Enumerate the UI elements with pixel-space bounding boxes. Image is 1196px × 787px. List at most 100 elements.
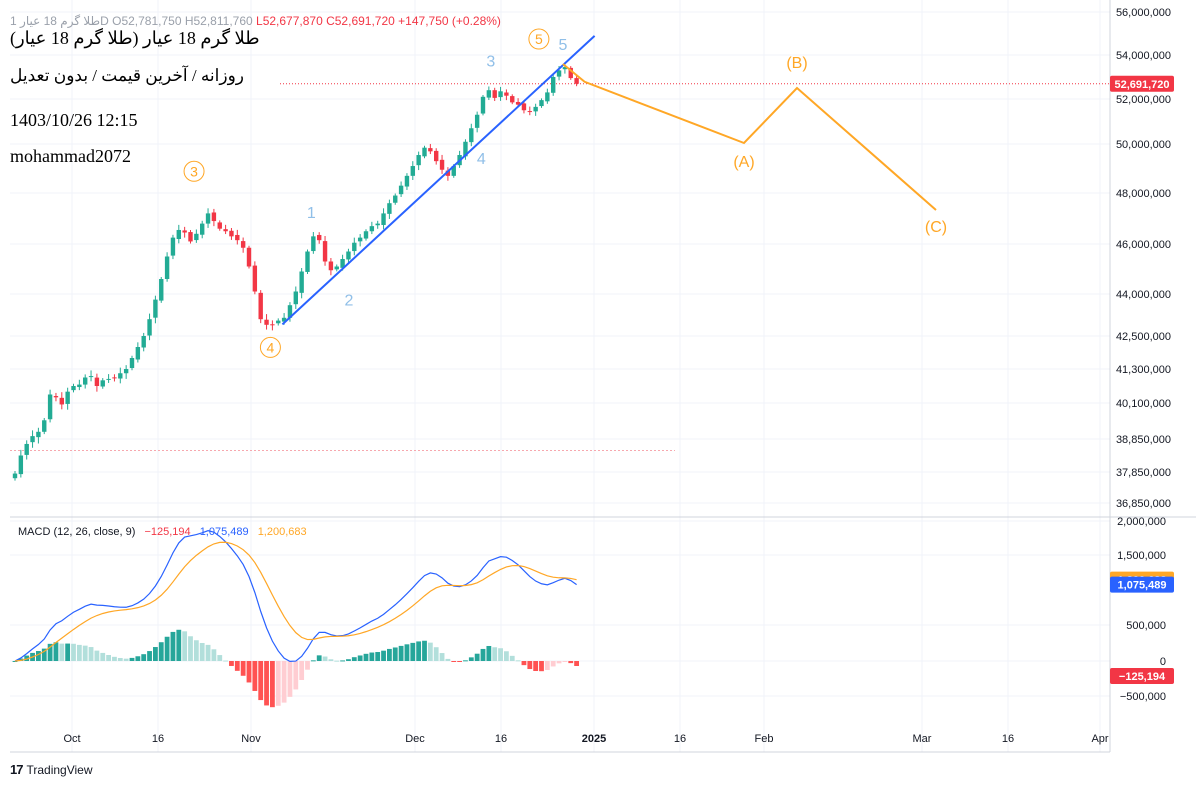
candle-body: [556, 70, 562, 77]
macd-histogram-bar: [217, 655, 223, 661]
macd-histogram-bar: [556, 661, 562, 664]
price-tick-label: 40,100,000: [1116, 398, 1171, 410]
wave-label: (A): [733, 154, 754, 171]
macd-histogram-bar: [568, 661, 574, 664]
candle-body: [30, 436, 35, 443]
macd-line: [14, 530, 577, 662]
candle-body: [428, 148, 433, 152]
time-tick-label: 2025: [582, 733, 606, 745]
macd-histogram-bar: [562, 661, 568, 662]
time-tick-label: Feb: [755, 733, 774, 745]
close-value: C52,691,720: [326, 14, 395, 28]
macd-histogram-bar: [112, 656, 117, 661]
time-axis: Oct 16 Nov Dec 16 2025 16 Feb Mar 16 Apr: [63, 733, 1108, 745]
time-tick-label: 16: [495, 733, 507, 745]
macd-histogram-bar: [521, 661, 527, 666]
axis-value-badge-text: 52,691,720: [1114, 79, 1169, 91]
candle-body: [123, 369, 129, 374]
candle-body: [188, 232, 193, 242]
candle-body: [24, 443, 29, 455]
axis-value-badge: [1110, 75, 1174, 92]
time-tick-label: 16: [674, 733, 686, 745]
candle-body: [574, 78, 579, 84]
candle-body: [299, 271, 304, 293]
time-tick-label: Mar: [913, 733, 932, 745]
candle-body: [200, 223, 205, 235]
candle-body: [381, 213, 386, 225]
candle-body: [194, 233, 199, 241]
tradingview-logo[interactable]: 17 TradingView: [10, 762, 93, 777]
low-value: L52,677,870: [256, 14, 323, 28]
candle-body: [551, 77, 556, 93]
macd-histogram-bar: [433, 647, 439, 661]
macd-histogram-bar: [515, 660, 521, 662]
macd-histogram-bar: [123, 658, 129, 661]
candle-body: [469, 128, 474, 143]
candle-body: [393, 195, 398, 203]
candle-body: [521, 103, 527, 111]
price-tick-label: 36,850,000: [1116, 498, 1171, 510]
candle-body: [346, 251, 351, 260]
time-tick-label: 16: [152, 733, 164, 745]
macd-histogram-bar: [427, 642, 433, 661]
macd-histogram-bar: [229, 661, 234, 666]
macd-histogram-bar: [346, 659, 351, 661]
price-tick-label: 44,000,000: [1116, 289, 1171, 301]
macd-tick-label: 2,000,000: [1117, 516, 1166, 528]
reference-lines: [10, 83, 1110, 452]
chart-title: طلا گرم 18 عیار (طلا گرم 18 عیار): [10, 28, 260, 48]
macd-histogram-bar: [106, 654, 111, 661]
wave-label: 2: [344, 292, 353, 309]
macd-histogram-bar: [76, 644, 82, 661]
macd-histogram-bar: [164, 636, 170, 661]
elliott-wave-drawings: 3 4 5 1 2 3 4 5 (A) (B) (C): [183, 28, 947, 358]
macd-histogram-bar: [363, 653, 369, 661]
candle-body: [170, 237, 176, 256]
macd-indicator-label[interactable]: MACD (12, 26, close, 9): [18, 526, 136, 538]
candle-body: [100, 380, 105, 387]
macd-histogram-bar: [474, 653, 480, 661]
candle-body: [510, 96, 515, 103]
axis-value-badge: [1110, 667, 1174, 684]
candle-body: [240, 241, 246, 248]
macd-histogram-bar: [188, 636, 193, 661]
candle-body: [375, 223, 380, 226]
candle-body: [451, 166, 456, 176]
macd-histogram-bar: [211, 649, 217, 661]
macd-histogram-bar: [36, 651, 41, 661]
macd-histogram-bar: [88, 647, 94, 661]
macd-histogram-bar: [199, 642, 205, 661]
wave-label-circle: [183, 160, 205, 182]
candle-body: [492, 90, 497, 98]
macd-histogram: [12, 629, 579, 708]
macd-histogram-bar: [539, 661, 544, 672]
macd-histogram-bar: [223, 660, 228, 662]
macd-lines: [14, 530, 577, 662]
candle-body: [434, 150, 439, 162]
macd-histogram-bar: [193, 640, 199, 661]
macd-tick-label: 0: [1160, 656, 1166, 668]
candle-body: [211, 212, 217, 222]
wave-label: 4: [267, 339, 275, 355]
candle-body: [404, 175, 410, 187]
macd-histogram-bar: [404, 644, 410, 661]
wave-label: 3: [486, 53, 495, 70]
macd-histogram-bar: [264, 661, 269, 706]
candle-body: [311, 236, 316, 252]
candle-body: [36, 431, 41, 438]
macd-histogram-bar: [270, 661, 275, 708]
candle-body: [387, 203, 392, 214]
macd-histogram-bar: [504, 651, 509, 661]
candle-body: [281, 317, 287, 322]
macd-histogram-bar: [240, 661, 246, 676]
candle-body: [322, 241, 328, 262]
macd-histogram-bar: [299, 661, 305, 680]
candle-body: [12, 473, 18, 479]
macd-histogram-bar: [527, 661, 533, 670]
candle-body: [410, 166, 415, 176]
candle-body: [562, 67, 568, 70]
macd-histogram-bar: [357, 655, 363, 661]
macd-histogram-bar: [287, 661, 293, 697]
macd-histogram-bar: [281, 661, 287, 703]
